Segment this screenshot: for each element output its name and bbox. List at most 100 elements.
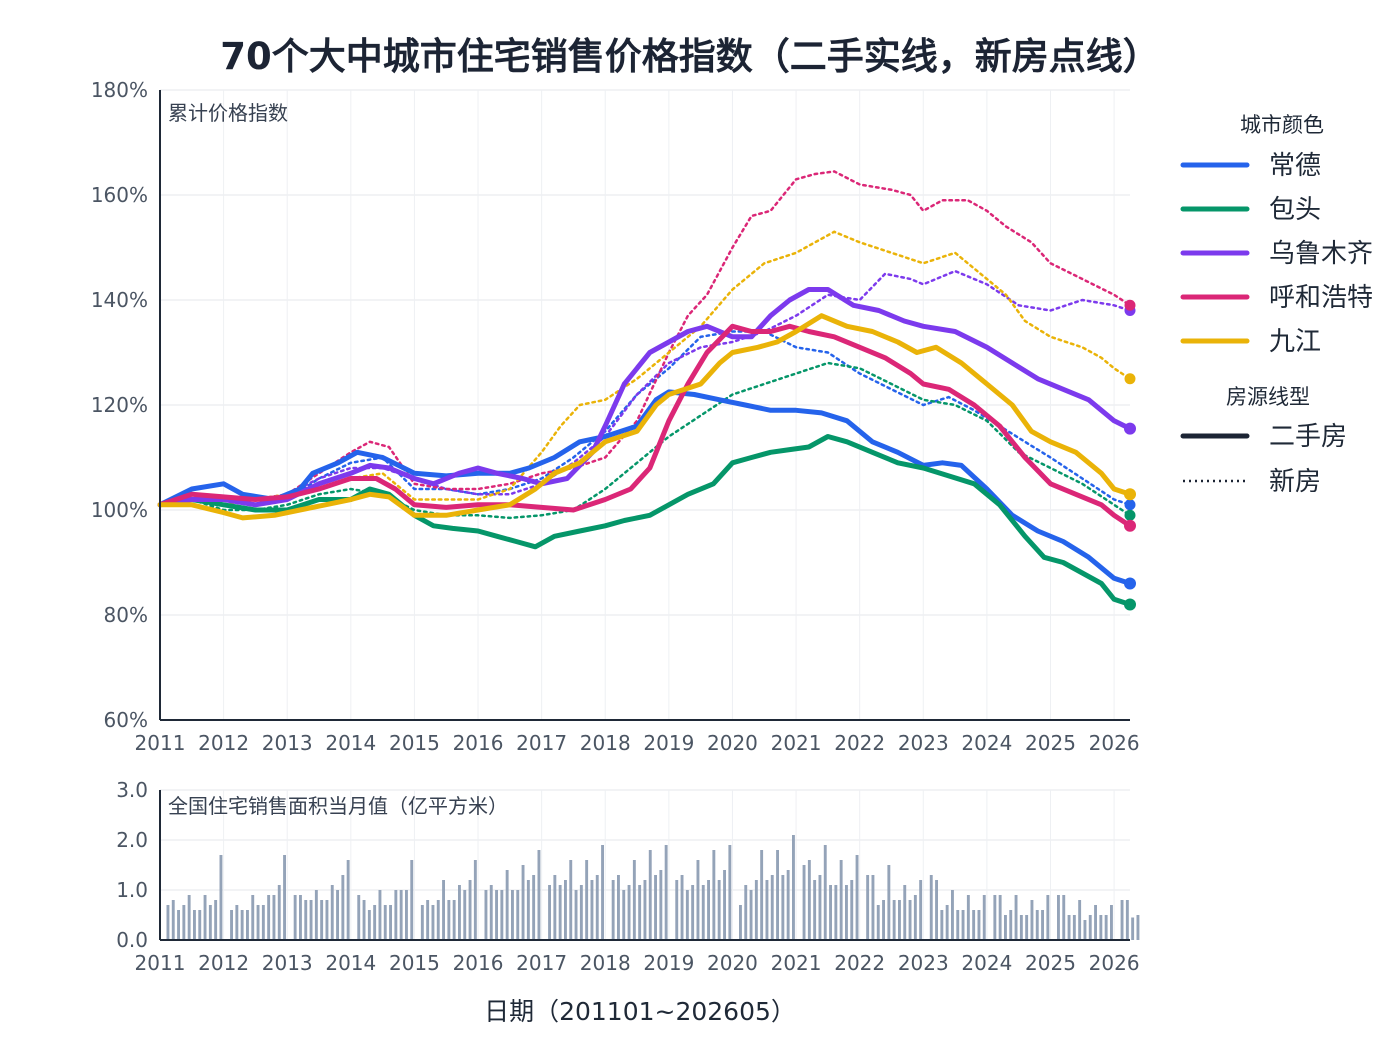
- area-bar: [1067, 915, 1071, 940]
- bar-x-tick-label: 2011: [135, 951, 186, 975]
- bottom-panel-label: 全国住宅销售面积当月值（亿平方米）: [168, 794, 508, 818]
- new-end-marker-包头: [1124, 509, 1136, 521]
- area-bar: [574, 890, 578, 940]
- area-bar: [786, 870, 790, 940]
- area-bar: [845, 885, 848, 940]
- chart-title: 70个大中城市住宅销售价格指数（二手实线，新房点线）: [220, 35, 1160, 78]
- top-panel-axes: 60% 80% 100% 120% 140% 160% 180% 2011 2012 2013 20…: [91, 78, 1140, 755]
- area-bar: [887, 865, 891, 940]
- area-bar: [998, 895, 1002, 940]
- area-bar: [723, 870, 726, 940]
- end-marker-包头: [1124, 598, 1136, 611]
- area-bar: [754, 880, 758, 940]
- legend-title-city: 城市颜色: [1240, 113, 1324, 137]
- area-bar: [309, 900, 313, 940]
- area-bar: [776, 850, 779, 940]
- area-bar: [717, 880, 721, 940]
- y-tick-label: 100%: [91, 498, 148, 522]
- new-home-line-常德: [158, 330, 1132, 507]
- area-bar: [489, 885, 493, 940]
- new-end-marker-常德: [1124, 499, 1136, 511]
- area-bar: [611, 880, 615, 940]
- area-bar: [383, 905, 387, 940]
- legend-label-乌鲁木齐: 乌鲁木齐: [1269, 239, 1373, 269]
- area-bar: [770, 875, 774, 940]
- area-bar: [648, 850, 652, 940]
- area-bar: [850, 880, 854, 940]
- area-bar: [495, 890, 498, 940]
- area-bar: [378, 890, 382, 940]
- area-bar: [829, 885, 832, 940]
- area-bar: [1136, 915, 1140, 940]
- x-tick-label: 2014: [325, 731, 376, 755]
- area-bar: [585, 860, 589, 940]
- new-home-line-九江: [158, 230, 1132, 507]
- area-bar: [664, 845, 668, 940]
- area-bar: [362, 900, 366, 940]
- area-bar: [643, 880, 647, 940]
- area-bar: [834, 885, 838, 940]
- area-bar: [399, 890, 403, 940]
- area-bar: [394, 890, 398, 940]
- area-bar: [929, 875, 933, 940]
- area-bar: [1099, 915, 1103, 940]
- area-bar: [1019, 915, 1023, 940]
- area-bar: [1046, 895, 1050, 940]
- area-bar: [166, 905, 170, 940]
- area-bar: [1062, 895, 1066, 940]
- area-bar: [940, 910, 944, 940]
- area-bar: [436, 900, 440, 940]
- area-bar: [516, 890, 520, 940]
- area-bar: [320, 900, 324, 940]
- x-tick-label: 2013: [262, 731, 313, 755]
- area-bar: [452, 900, 456, 940]
- area-bar: [1104, 915, 1108, 940]
- area-bar: [961, 910, 965, 940]
- area-bar: [622, 890, 626, 940]
- area-bar: [373, 905, 377, 940]
- area-bar: [261, 905, 265, 940]
- area-bar: [744, 885, 748, 940]
- area-bar: [945, 905, 949, 940]
- area-bar: [182, 905, 186, 940]
- area-bar: [1004, 915, 1007, 940]
- area-bar: [532, 875, 536, 940]
- y-tick-label: 180%: [91, 78, 148, 102]
- bar-x-tick-label: 2013: [262, 951, 313, 975]
- bottom-panel-axes: 0.0 1.0 2.0 3.0 2011 2012 2013 2014 2015 2016 2017…: [116, 778, 1139, 975]
- area-bar: [871, 875, 875, 940]
- new-home-line-乌鲁木齐: [158, 269, 1132, 507]
- area-bar: [526, 880, 530, 940]
- area-bar: [1078, 900, 1082, 940]
- area-bar: [765, 880, 769, 940]
- end-marker-呼和浩特: [1124, 519, 1136, 532]
- area-bar: [760, 850, 764, 940]
- area-bar: [792, 835, 795, 940]
- area-bar: [601, 845, 604, 940]
- area-bar: [341, 875, 345, 940]
- area-bar: [675, 880, 679, 940]
- bottom-panel-bars: [166, 835, 1140, 940]
- x-tick-label: 2024: [961, 731, 1012, 755]
- area-bar: [903, 885, 907, 940]
- area-bar: [739, 905, 742, 940]
- x-tick-label: 2012: [198, 731, 249, 755]
- area-bar: [892, 900, 896, 940]
- area-bar: [1131, 917, 1135, 940]
- bar-x-tick-label: 2023: [898, 951, 949, 975]
- x-tick-label: 2020: [707, 731, 758, 755]
- area-bar: [267, 895, 271, 940]
- area-bar: [505, 870, 509, 940]
- area-bar: [246, 910, 249, 940]
- x-tick-label: 2018: [580, 731, 631, 755]
- area-bar: [972, 910, 976, 940]
- area-bar: [304, 900, 308, 940]
- area-bar: [203, 895, 207, 940]
- x-tick-label: 2019: [643, 731, 694, 755]
- legend-label-second-hand: 二手房: [1269, 422, 1347, 452]
- x-tick-label: 2022: [834, 731, 885, 755]
- x-tick-label: 2016: [453, 731, 504, 755]
- bar-x-tick-label: 2015: [389, 951, 440, 975]
- area-bar: [330, 885, 334, 940]
- area-bar: [638, 885, 642, 940]
